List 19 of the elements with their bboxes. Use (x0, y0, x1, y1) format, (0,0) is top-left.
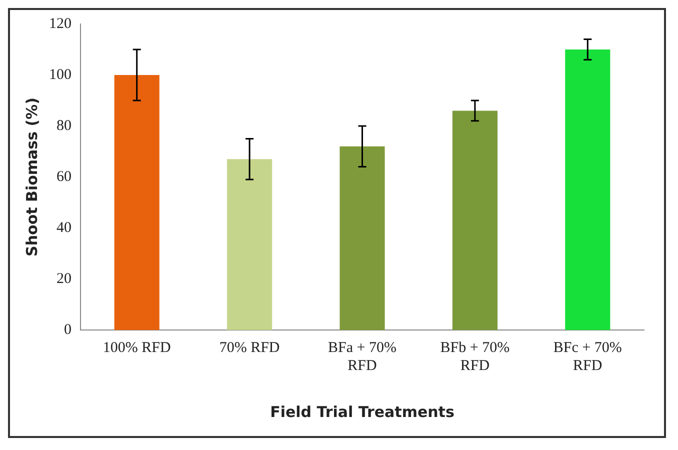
bar (340, 146, 385, 330)
x-tick-label: BFc + 70% RFD (553, 340, 622, 374)
bar (452, 110, 498, 330)
y-tick-label: 100 (49, 66, 72, 83)
x-tick-label: 100% RFD (102, 340, 171, 356)
x-tick-label: 70% RFD (219, 340, 280, 356)
y-axis-title: Shoot Biomass (%) (22, 98, 41, 256)
x-tick-label: BFa + 70% RFD (328, 340, 396, 374)
y-tick-label: 40 (56, 220, 72, 236)
bar (227, 159, 272, 330)
bar (114, 75, 160, 330)
y-tick-label: 120 (49, 16, 72, 32)
x-axis-title: Field Trial Treatments (270, 402, 454, 421)
y-tick-label: 60 (56, 168, 72, 185)
y-tick-label: 0 (64, 322, 72, 338)
y-tick-label: 80 (56, 118, 72, 134)
y-tick-label: 20 (56, 270, 72, 287)
bar (565, 50, 610, 330)
x-tick-label: BFb + 70% RFD (440, 340, 510, 374)
